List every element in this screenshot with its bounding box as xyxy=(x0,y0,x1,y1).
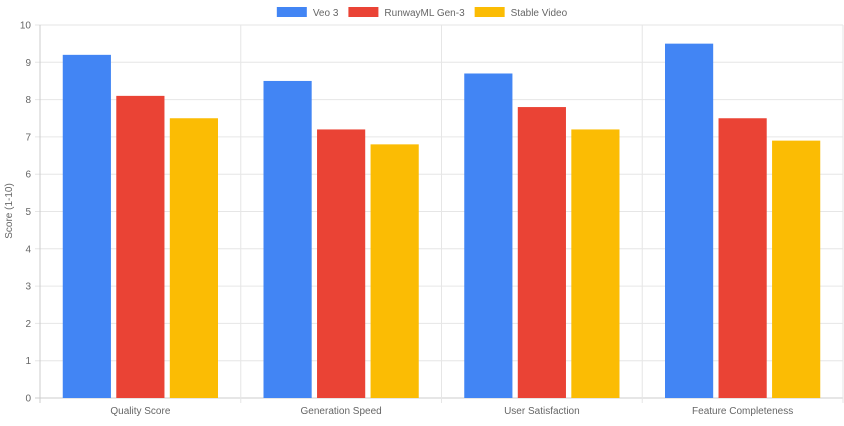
bar-runwayml-gen-3[interactable] xyxy=(116,95,165,399)
legend-label: Veo 3 xyxy=(313,8,339,19)
bar-stable-video[interactable] xyxy=(571,129,620,398)
bars xyxy=(62,43,821,399)
y-tick-label: 5 xyxy=(25,207,31,218)
y-tick-label: 0 xyxy=(25,394,31,405)
bar-veo-3[interactable] xyxy=(464,73,513,399)
y-tick-label: 6 xyxy=(25,170,31,181)
legend-item-runwayml-gen-3[interactable]: RunwayML Gen-3 xyxy=(348,7,465,19)
legend-label: RunwayML Gen-3 xyxy=(384,8,465,19)
y-tick-label: 10 xyxy=(20,21,32,32)
legend-item-veo-3[interactable]: Veo 3 xyxy=(276,7,339,19)
legend-label: Stable Video xyxy=(511,8,568,19)
bar-veo-3[interactable] xyxy=(62,54,111,399)
y-tick-label: 2 xyxy=(25,319,31,330)
bar-veo-3[interactable] xyxy=(263,80,312,398)
bar-stable-video[interactable] xyxy=(169,118,218,398)
y-tick-label: 8 xyxy=(25,95,31,106)
y-axis-title: Score (1-10) xyxy=(4,183,15,239)
bar-stable-video[interactable] xyxy=(772,140,821,398)
legend-swatch xyxy=(474,7,505,17)
y-tick-label: 3 xyxy=(25,282,31,293)
y-tick-label: 9 xyxy=(25,58,31,69)
bar-runwayml-gen-3[interactable] xyxy=(517,107,566,398)
bar-runwayml-gen-3[interactable] xyxy=(718,118,767,398)
bar-runwayml-gen-3[interactable] xyxy=(317,129,366,398)
y-tick-label: 4 xyxy=(25,244,31,255)
y-tick-label: 7 xyxy=(25,132,31,143)
grid-lines xyxy=(35,24,844,403)
bar-veo-3[interactable] xyxy=(665,43,714,399)
legend-item-stable-video[interactable]: Stable Video xyxy=(474,7,568,19)
x-tick-label: Generation Speed xyxy=(301,406,382,417)
x-tick-label: User Satisfaction xyxy=(504,406,580,417)
legend: Veo 3 RunwayML Gen-3 Stable Video xyxy=(276,7,568,19)
axes: 0 1 2 3 4 5 6 7 8 9 10 Quality Score Generation Spee… xyxy=(20,21,793,418)
bar-stable-video[interactable] xyxy=(370,144,419,398)
x-tick-label: Quality Score xyxy=(110,406,170,417)
x-tick-label: Feature Completeness xyxy=(692,406,793,417)
y-tick-label: 1 xyxy=(25,356,31,367)
legend-swatch xyxy=(276,7,307,17)
legend-swatch xyxy=(348,7,379,17)
